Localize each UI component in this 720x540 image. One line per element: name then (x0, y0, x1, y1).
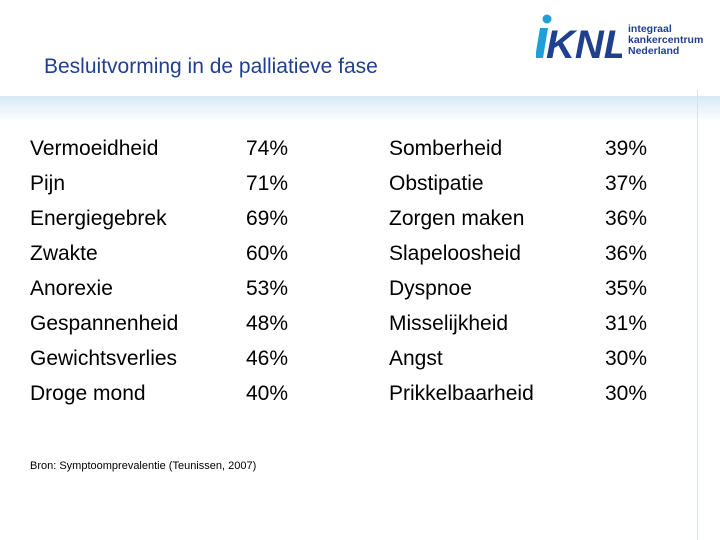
symptom-label: Droge mond (30, 382, 146, 405)
symptom-label: Obstipatie (389, 172, 484, 195)
symptom-label: Vermoeidheid (30, 137, 159, 160)
symptom-label: Gespannenheid (30, 312, 179, 335)
header-gradient-band (0, 96, 720, 122)
symptom-label: Slapeloosheid (389, 242, 521, 265)
symptom-percent: 30% (605, 382, 648, 405)
symptom-percent: 35% (605, 277, 648, 300)
logo-line-2: kankercentrum (628, 34, 704, 46)
symptom-percent: 31% (605, 312, 648, 335)
symptom-label: Gewichtsverlies (30, 347, 178, 370)
left-percent-list: 74% 71% 69% 60% 53% 48% 46% 40% (246, 131, 288, 411)
symptom-percent: 40% (246, 382, 289, 405)
symptom-percent: 71% (246, 172, 289, 195)
symptom-percent: 60% (246, 242, 289, 265)
left-symptom-list: Vermoeidheid Pijn Energiegebrek Zwakte A… (30, 131, 178, 411)
symptom-label: Zwakte (30, 242, 98, 265)
symptom-label: Energiegebrek (30, 207, 167, 230)
right-symptom-list: Somberheid Obstipatie Zorgen maken Slape… (389, 131, 534, 411)
symptom-label: Prikkelbaarheid (389, 382, 534, 405)
symptom-label: Misselijkheid (389, 312, 509, 335)
page-title: Besluitvorming in de palliatieve fase (44, 55, 378, 78)
logo-brand-text: KNL (546, 23, 622, 64)
symptom-percent: 30% (605, 347, 648, 370)
logo-subtitle: integraal kankercentrum Nederland (628, 24, 703, 57)
knl-logo: KNL integraal kankercentrum Nederland (536, 14, 703, 64)
symptom-label: Angst (389, 347, 443, 370)
symptom-percent: 69% (246, 207, 289, 230)
knl-logo-mark: KNL (536, 14, 622, 64)
right-percent-list: 39% 37% 36% 36% 35% 31% 30% 30% (605, 131, 647, 411)
symptom-percent: 46% (246, 347, 289, 370)
logo-line-1: integraal (628, 23, 672, 35)
symptom-percent: 36% (605, 242, 648, 265)
symptom-label: Dyspnoe (389, 277, 472, 300)
right-edge-divider (697, 90, 698, 540)
symptom-label: Zorgen maken (389, 207, 525, 230)
symptom-label: Pijn (30, 172, 66, 195)
symptom-percent: 74% (246, 137, 289, 160)
symptom-label: Anorexie (30, 277, 113, 300)
source-citation: Bron: Symptoomprevalentie (Teunissen, 20… (30, 460, 257, 472)
symptom-percent: 48% (246, 312, 289, 335)
symptom-percent: 39% (605, 137, 648, 160)
symptom-percent: 36% (605, 207, 648, 230)
logo-line-3: Nederland (628, 45, 680, 57)
symptom-percent: 53% (246, 277, 289, 300)
symptom-label: Somberheid (389, 137, 503, 160)
symptom-percent: 37% (605, 172, 648, 195)
